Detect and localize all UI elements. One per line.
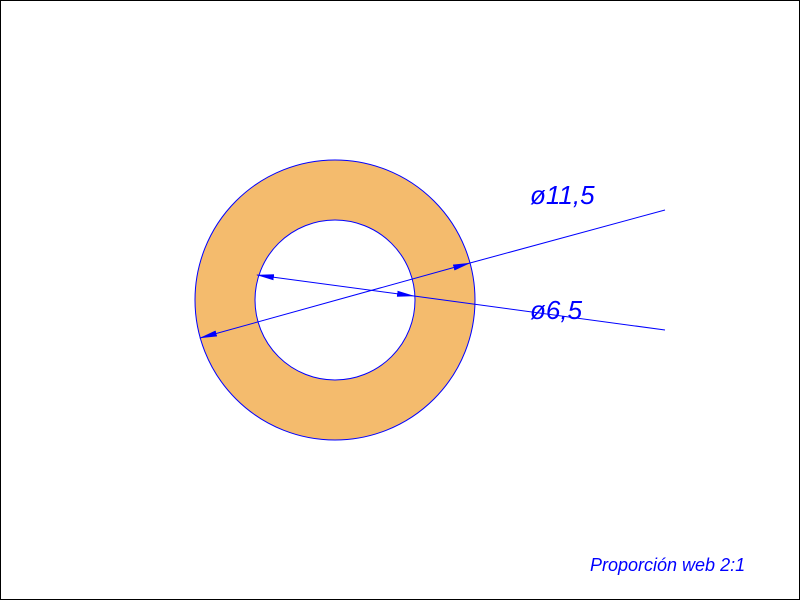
diagram-svg [0, 0, 800, 600]
scale-footer-label: Proporción web 2:1 [590, 555, 745, 576]
diagram-canvas: ø11,5 ø6,5 Proporción web 2:1 [0, 0, 800, 600]
outer-diameter-label: ø11,5 [530, 180, 595, 211]
inner-diameter-label: ø6,5 [530, 295, 582, 326]
